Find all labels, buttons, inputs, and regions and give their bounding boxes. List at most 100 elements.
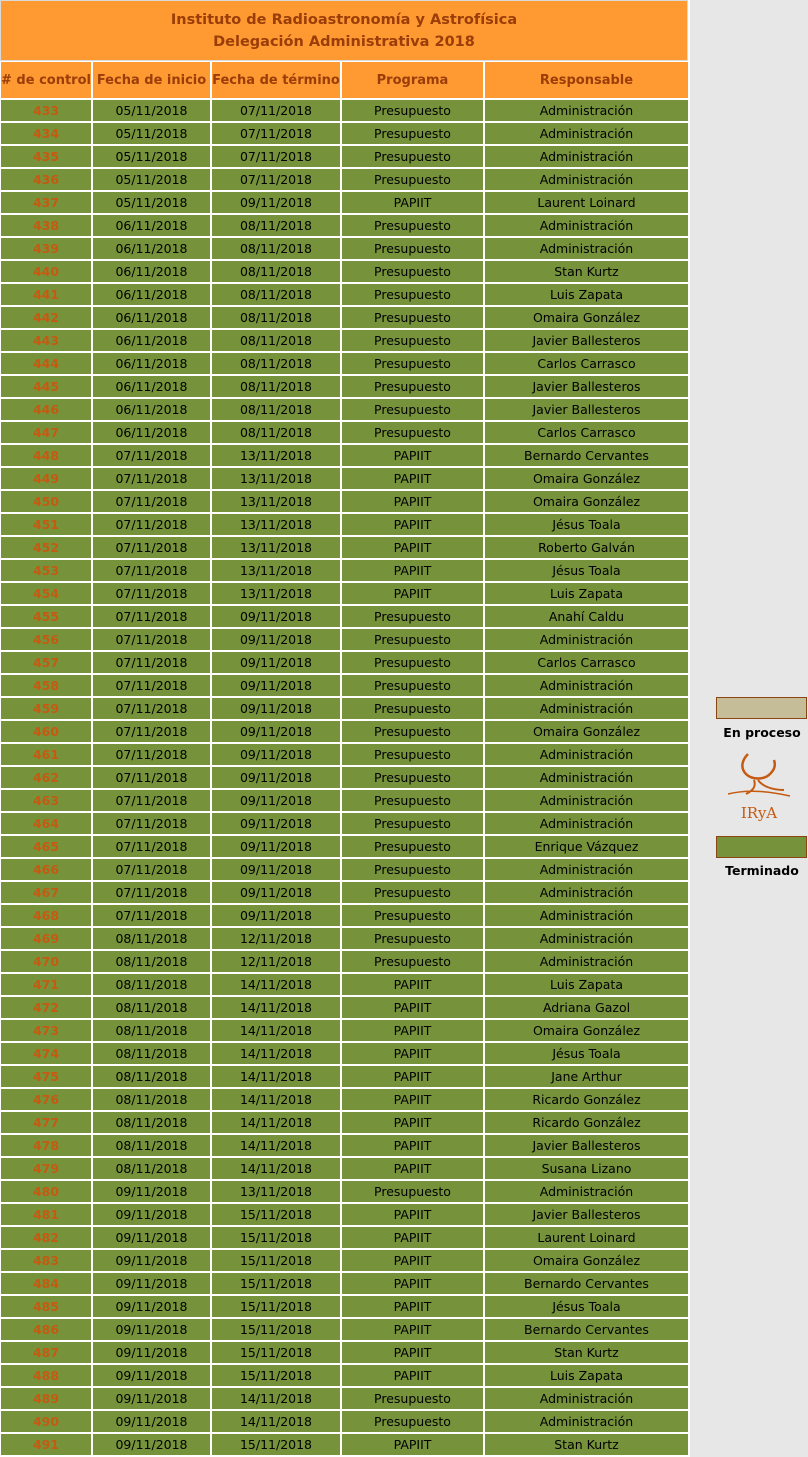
program-cell[interactable]: Presupuesto	[342, 744, 483, 765]
start-date-cell[interactable]: 07/11/2018	[93, 813, 210, 834]
start-date-cell[interactable]: 07/11/2018	[93, 537, 210, 558]
program-cell[interactable]: Presupuesto	[342, 353, 483, 374]
program-cell[interactable]: Presupuesto	[342, 928, 483, 949]
table-row[interactable]: 453 07/11/2018 13/11/2018 PAPIIT Jésus Toala	[0, 560, 690, 583]
program-cell[interactable]: Presupuesto	[342, 1411, 483, 1432]
table-row[interactable]: 482 09/11/2018 15/11/2018 PAPIIT Laurent Loi…	[0, 1227, 690, 1250]
end-date-cell[interactable]: 13/11/2018	[212, 491, 340, 512]
table-row[interactable]: 439 06/11/2018 08/11/2018 Presupuesto Admini…	[0, 238, 690, 261]
responsible-cell[interactable]: Administración	[485, 882, 688, 903]
control-number-cell[interactable]: 443	[1, 330, 91, 351]
table-row[interactable]: 487 09/11/2018 15/11/2018 PAPIIT Stan Kurtz	[0, 1342, 690, 1365]
responsible-cell[interactable]: Administración	[485, 123, 688, 144]
start-date-cell[interactable]: 08/11/2018	[93, 951, 210, 972]
responsible-cell[interactable]: Omaira González	[485, 1020, 688, 1041]
end-date-cell[interactable]: 08/11/2018	[212, 261, 340, 282]
table-row[interactable]: 450 07/11/2018 13/11/2018 PAPIIT Omaira Gonz…	[0, 491, 690, 514]
start-date-cell[interactable]: 09/11/2018	[93, 1365, 210, 1386]
start-date-cell[interactable]: 09/11/2018	[93, 1181, 210, 1202]
responsible-cell[interactable]: Stan Kurtz	[485, 261, 688, 282]
control-number-cell[interactable]: 453	[1, 560, 91, 581]
program-cell[interactable]: Presupuesto	[342, 675, 483, 696]
end-date-cell[interactable]: 14/11/2018	[212, 1135, 340, 1156]
start-date-cell[interactable]: 06/11/2018	[93, 261, 210, 282]
program-cell[interactable]: Presupuesto	[342, 261, 483, 282]
responsible-cell[interactable]: Omaira González	[485, 491, 688, 512]
start-date-cell[interactable]: 07/11/2018	[93, 859, 210, 880]
table-row[interactable]: 486 09/11/2018 15/11/2018 PAPIIT Bernardo Ce…	[0, 1319, 690, 1342]
program-cell[interactable]: PAPIIT	[342, 1204, 483, 1225]
end-date-cell[interactable]: 09/11/2018	[212, 675, 340, 696]
end-date-cell[interactable]: 08/11/2018	[212, 284, 340, 305]
end-date-cell[interactable]: 08/11/2018	[212, 330, 340, 351]
start-date-cell[interactable]: 09/11/2018	[93, 1434, 210, 1455]
control-number-cell[interactable]: 474	[1, 1043, 91, 1064]
responsible-cell[interactable]: Luis Zapata	[485, 583, 688, 604]
start-date-cell[interactable]: 07/11/2018	[93, 744, 210, 765]
program-cell[interactable]: PAPIIT	[342, 1365, 483, 1386]
start-date-cell[interactable]: 07/11/2018	[93, 767, 210, 788]
end-date-cell[interactable]: 13/11/2018	[212, 514, 340, 535]
control-number-cell[interactable]: 486	[1, 1319, 91, 1340]
program-cell[interactable]: PAPIIT	[342, 560, 483, 581]
program-cell[interactable]: PAPIIT	[342, 537, 483, 558]
responsible-cell[interactable]: Luis Zapata	[485, 284, 688, 305]
responsible-cell[interactable]: Stan Kurtz	[485, 1434, 688, 1455]
table-row[interactable]: 447 06/11/2018 08/11/2018 Presupuesto Carlos…	[0, 422, 690, 445]
start-date-cell[interactable]: 08/11/2018	[93, 974, 210, 995]
start-date-cell[interactable]: 07/11/2018	[93, 468, 210, 489]
responsible-cell[interactable]: Ricardo González	[485, 1089, 688, 1110]
table-row[interactable]: 465 07/11/2018 09/11/2018 Presupuesto Enriqu…	[0, 836, 690, 859]
program-cell[interactable]: PAPIIT	[342, 974, 483, 995]
control-number-cell[interactable]: 448	[1, 445, 91, 466]
start-date-cell[interactable]: 07/11/2018	[93, 445, 210, 466]
end-date-cell[interactable]: 12/11/2018	[212, 928, 340, 949]
program-cell[interactable]: PAPIIT	[342, 514, 483, 535]
program-cell[interactable]: Presupuesto	[342, 721, 483, 742]
control-number-cell[interactable]: 481	[1, 1204, 91, 1225]
responsible-cell[interactable]: Enrique Vázquez	[485, 836, 688, 857]
start-date-cell[interactable]: 08/11/2018	[93, 1066, 210, 1087]
end-date-cell[interactable]: 08/11/2018	[212, 307, 340, 328]
table-row[interactable]: 472 08/11/2018 14/11/2018 PAPIIT Adriana Gaz…	[0, 997, 690, 1020]
end-date-cell[interactable]: 09/11/2018	[212, 744, 340, 765]
program-cell[interactable]: PAPIIT	[342, 1135, 483, 1156]
responsible-cell[interactable]: Javier Ballesteros	[485, 399, 688, 420]
program-cell[interactable]: Presupuesto	[342, 629, 483, 650]
table-row[interactable]: 478 08/11/2018 14/11/2018 PAPIIT Javier Ball…	[0, 1135, 690, 1158]
start-date-cell[interactable]: 06/11/2018	[93, 422, 210, 443]
responsible-cell[interactable]: Omaira González	[485, 721, 688, 742]
end-date-cell[interactable]: 09/11/2018	[212, 790, 340, 811]
responsible-cell[interactable]: Jane Arthur	[485, 1066, 688, 1087]
table-row[interactable]: 440 06/11/2018 08/11/2018 Presupuesto Stan K…	[0, 261, 690, 284]
table-row[interactable]: 464 07/11/2018 09/11/2018 Presupuesto Admini…	[0, 813, 690, 836]
control-number-cell[interactable]: 439	[1, 238, 91, 259]
control-number-cell[interactable]: 457	[1, 652, 91, 673]
table-row[interactable]: 434 05/11/2018 07/11/2018 Presupuesto Admini…	[0, 123, 690, 146]
program-cell[interactable]: PAPIIT	[342, 192, 483, 213]
start-date-cell[interactable]: 08/11/2018	[93, 928, 210, 949]
table-row[interactable]: 470 08/11/2018 12/11/2018 Presupuesto Admini…	[0, 951, 690, 974]
responsible-cell[interactable]: Administración	[485, 1181, 688, 1202]
end-date-cell[interactable]: 09/11/2018	[212, 606, 340, 627]
control-number-cell[interactable]: 444	[1, 353, 91, 374]
control-number-cell[interactable]: 487	[1, 1342, 91, 1363]
table-row[interactable]: 451 07/11/2018 13/11/2018 PAPIIT Jésus Toala	[0, 514, 690, 537]
table-row[interactable]: 460 07/11/2018 09/11/2018 Presupuesto Omaira…	[0, 721, 690, 744]
start-date-cell[interactable]: 08/11/2018	[93, 1043, 210, 1064]
control-number-cell[interactable]: 440	[1, 261, 91, 282]
end-date-cell[interactable]: 09/11/2018	[212, 859, 340, 880]
end-date-cell[interactable]: 09/11/2018	[212, 721, 340, 742]
program-cell[interactable]: PAPIIT	[342, 1020, 483, 1041]
start-date-cell[interactable]: 07/11/2018	[93, 721, 210, 742]
control-number-cell[interactable]: 466	[1, 859, 91, 880]
end-date-cell[interactable]: 09/11/2018	[212, 192, 340, 213]
program-cell[interactable]: Presupuesto	[342, 951, 483, 972]
start-date-cell[interactable]: 09/11/2018	[93, 1204, 210, 1225]
responsible-cell[interactable]: Anahí Caldu	[485, 606, 688, 627]
start-date-cell[interactable]: 07/11/2018	[93, 514, 210, 535]
table-row[interactable]: 491 09/11/2018 15/11/2018 PAPIIT Stan Kurtz	[0, 1434, 690, 1457]
responsible-cell[interactable]: Omaira González	[485, 468, 688, 489]
control-number-cell[interactable]: 472	[1, 997, 91, 1018]
start-date-cell[interactable]: 06/11/2018	[93, 238, 210, 259]
